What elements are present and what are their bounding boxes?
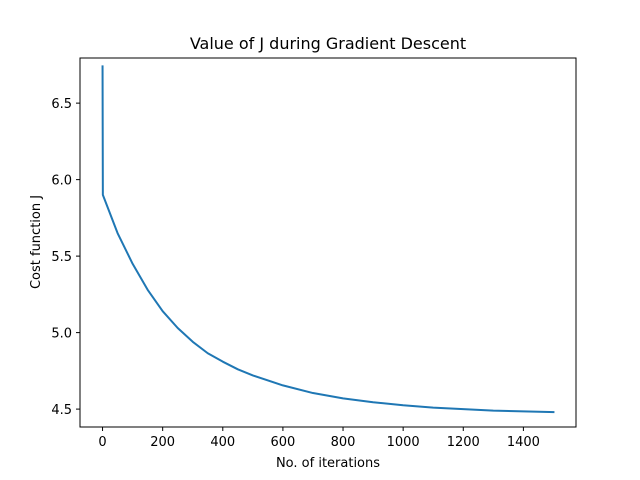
x-tick-label: 1400 bbox=[507, 435, 540, 450]
x-tick-label: 200 bbox=[150, 435, 175, 450]
x-axis-label: No. of iterations bbox=[276, 456, 380, 471]
y-axis-ticks: 4.5 5.0 5.5 6.0 6.5 bbox=[51, 97, 80, 418]
series-layer bbox=[101, 65, 555, 414]
y-tick-label: 5.0 bbox=[51, 327, 72, 342]
x-tick-label: 1000 bbox=[387, 435, 420, 450]
x-tick-label: 600 bbox=[270, 435, 295, 450]
x-tick-label: 400 bbox=[210, 435, 235, 450]
y-tick-label: 5.5 bbox=[51, 250, 72, 265]
x-tick-label: 1200 bbox=[447, 435, 480, 450]
y-axis-label: Cost function J bbox=[29, 195, 44, 289]
x-tick-label: 800 bbox=[331, 435, 356, 450]
y-tick-label: 6.0 bbox=[51, 174, 72, 189]
y-tick-label: 4.5 bbox=[51, 403, 72, 418]
chart-title: Value of J during Gradient Descent bbox=[190, 34, 466, 53]
x-tick-label: 0 bbox=[98, 435, 106, 450]
y-tick-label: 6.5 bbox=[51, 97, 72, 112]
plot-frame bbox=[79, 57, 577, 428]
x-axis-ticks: 0 200 400 600 800 1000 1200 1400 bbox=[98, 427, 540, 450]
cost-series-line bbox=[101, 65, 555, 414]
